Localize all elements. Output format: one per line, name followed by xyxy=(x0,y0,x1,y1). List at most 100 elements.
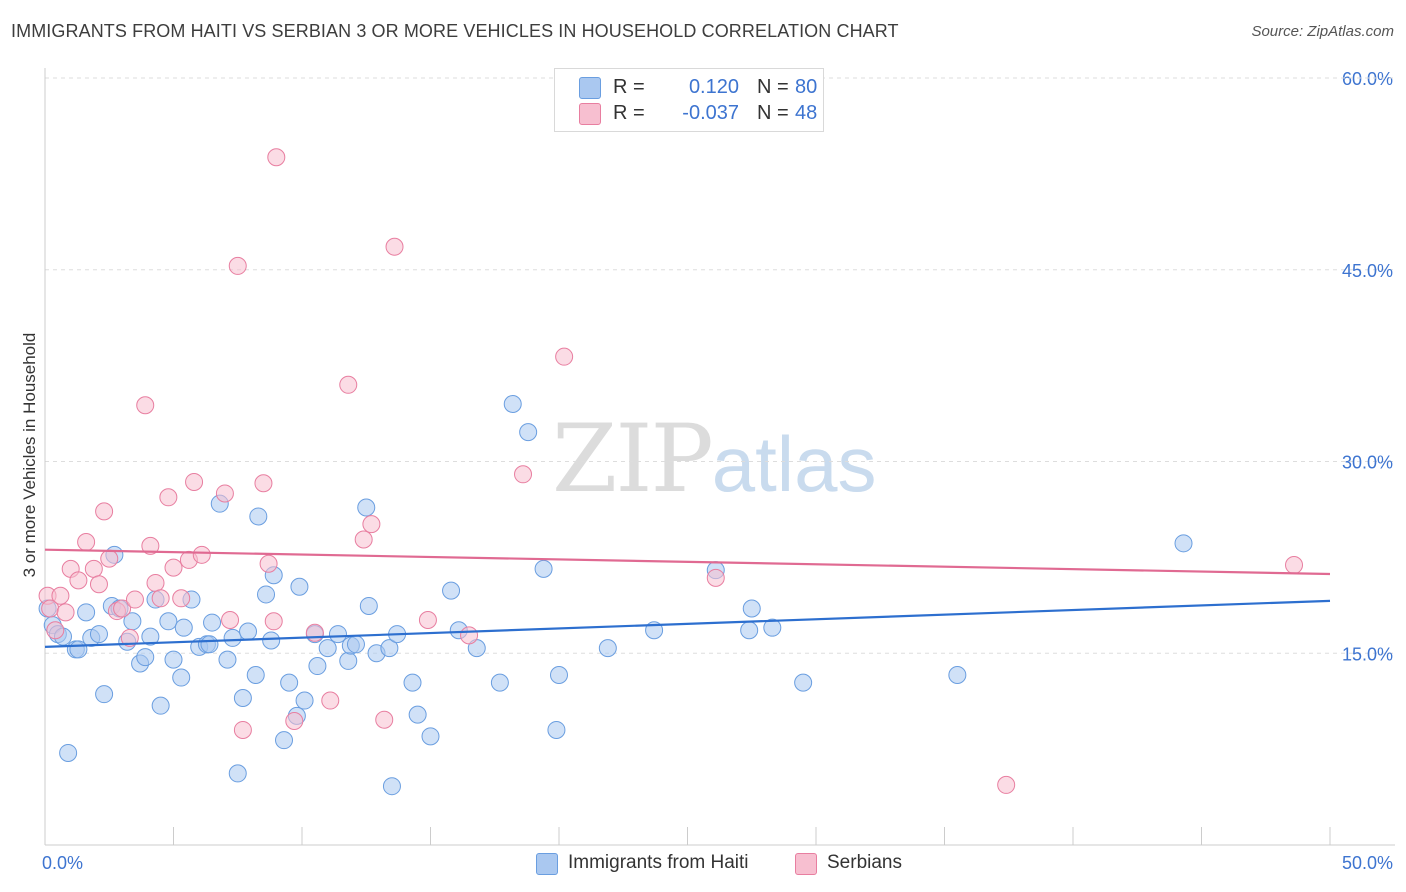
serbian-point xyxy=(1285,556,1304,575)
haiti-point xyxy=(151,696,170,715)
serbian-point xyxy=(125,590,144,609)
serbian-point xyxy=(233,720,252,739)
haiti-point xyxy=(359,596,378,615)
r-value: -0.037 xyxy=(682,102,739,124)
haiti-point xyxy=(200,635,219,654)
haiti-point xyxy=(346,635,365,654)
haiti-point xyxy=(794,673,813,692)
haiti-point xyxy=(280,673,299,692)
haiti-point xyxy=(295,691,314,710)
haiti-point xyxy=(490,673,509,692)
haiti-point xyxy=(141,627,160,646)
haiti-point xyxy=(763,618,782,637)
serbian-point xyxy=(254,474,273,493)
haiti-point xyxy=(442,581,461,600)
r-label: R = xyxy=(613,102,645,124)
serbian-point xyxy=(84,559,103,578)
haiti-point xyxy=(77,603,96,622)
serbian-point xyxy=(339,375,358,394)
haiti-point xyxy=(357,498,376,517)
serbian-point xyxy=(267,148,286,167)
serbian-point xyxy=(113,599,132,618)
haiti-point xyxy=(380,639,399,658)
haiti-point xyxy=(218,650,237,669)
serbian-point xyxy=(172,589,191,608)
serbian-point xyxy=(136,396,155,415)
serbian-point xyxy=(321,691,340,710)
serbian-point xyxy=(159,488,178,507)
haiti-point xyxy=(519,423,538,442)
watermark-atlas: atlas xyxy=(711,420,877,508)
haiti-point xyxy=(262,631,281,650)
haiti-point xyxy=(740,621,759,640)
serbian-point xyxy=(228,256,247,275)
haiti-point xyxy=(233,688,252,707)
n-value: 48 xyxy=(795,102,818,124)
serbian-point xyxy=(141,536,160,555)
serbian-point xyxy=(375,710,394,729)
haiti-point xyxy=(598,639,617,658)
serbian-point xyxy=(95,502,114,521)
x-tick-label: 50.0% xyxy=(1342,853,1393,873)
serbian-point xyxy=(151,589,170,608)
serbian-point xyxy=(354,530,373,549)
haiti-point xyxy=(59,743,78,762)
haiti-point xyxy=(223,628,242,647)
serbian-point xyxy=(305,623,324,642)
n-label: N = xyxy=(757,102,789,124)
haiti-point xyxy=(308,657,327,676)
serbian-point xyxy=(385,237,404,256)
haiti-swatch xyxy=(579,77,601,99)
haiti-point xyxy=(257,585,276,604)
y-tick-label: 30.0% xyxy=(1342,453,1393,473)
haiti-point xyxy=(203,613,222,632)
haiti-point xyxy=(136,648,155,667)
haiti-point xyxy=(239,622,258,641)
serbian-point xyxy=(69,571,88,590)
n-label: N = xyxy=(757,76,789,98)
serbian-point xyxy=(555,347,574,366)
source-label: Source: ZipAtlas.com xyxy=(1251,23,1394,40)
y-tick-label: 60.0% xyxy=(1342,69,1393,89)
serbian-point xyxy=(285,712,304,731)
serbians-swatch xyxy=(579,103,601,125)
serbian-point xyxy=(146,573,165,592)
n-value: 80 xyxy=(795,76,818,98)
haiti-point xyxy=(382,777,401,796)
serbian-point xyxy=(362,515,381,534)
watermark-zip: ZIP xyxy=(552,405,714,514)
haiti-point xyxy=(403,673,422,692)
chart-title: IMMIGRANTS FROM HAITI VS SERBIAN 3 OR MO… xyxy=(11,21,899,41)
haiti-point xyxy=(948,665,967,684)
serbian-point xyxy=(100,549,119,568)
haiti-point xyxy=(328,625,347,644)
serbian-point xyxy=(514,465,533,484)
serbian-point xyxy=(164,558,183,577)
haiti-point xyxy=(408,705,427,724)
r-label: R = xyxy=(613,76,645,98)
haiti-point xyxy=(164,650,183,669)
x-tick-label: 0.0% xyxy=(42,853,83,873)
y-axis-title: 3 or more Vehicles in Household xyxy=(20,333,39,578)
serbian-point xyxy=(56,603,75,622)
r-value: 0.120 xyxy=(688,76,739,98)
serbians-legend-label: Serbians xyxy=(827,852,902,873)
haiti-legend-label: Immigrants from Haiti xyxy=(568,852,749,873)
serbian-point xyxy=(221,611,240,630)
watermark: ZIPatlas xyxy=(552,405,876,514)
haiti-point xyxy=(290,577,309,596)
haiti-point xyxy=(89,625,108,644)
serbian-point xyxy=(259,554,278,573)
haiti-point xyxy=(275,731,294,750)
serbian-point xyxy=(215,484,234,503)
haiti-point xyxy=(318,639,337,658)
haiti-legend-swatch xyxy=(536,853,558,875)
haiti-point xyxy=(503,394,522,413)
haiti-point xyxy=(1174,534,1193,553)
haiti-point xyxy=(550,665,568,684)
haiti-point xyxy=(534,559,553,578)
serbian-point xyxy=(997,775,1016,794)
haiti-point xyxy=(421,727,440,746)
haiti-point xyxy=(159,612,178,631)
serbian-point xyxy=(51,586,70,605)
